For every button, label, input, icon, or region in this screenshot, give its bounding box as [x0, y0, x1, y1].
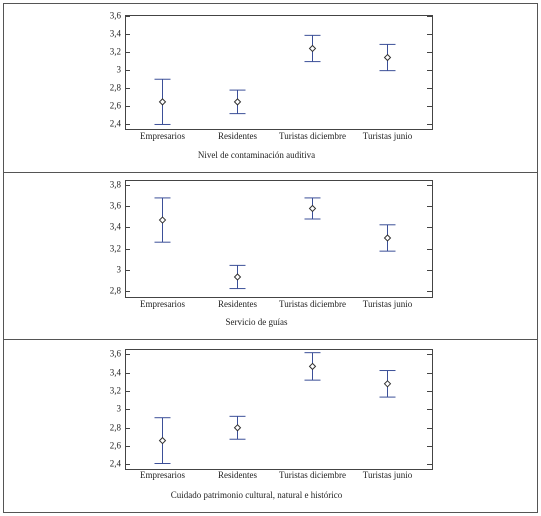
y-tick-label: 2,6: [110, 441, 122, 451]
x-axis-label: Nivel de contaminación auditiva: [198, 150, 315, 160]
mean-marker: [233, 273, 242, 281]
mean-marker: [158, 216, 167, 224]
y-tick-label: 3,4: [110, 368, 122, 378]
x-tick-label: Residentes: [218, 470, 257, 480]
y-tick-label: 2,4: [110, 459, 122, 469]
frame: [3, 3, 538, 513]
y-tick-label: 3: [117, 265, 122, 275]
y-tick-label: 3,2: [110, 386, 121, 396]
y-tick-label: 3,8: [110, 180, 122, 190]
x-axis-label: Cuidado patrimonio cultural, natural e h…: [171, 490, 343, 500]
y-tick-label: 3,6: [110, 349, 122, 359]
mean-marker: [308, 44, 317, 53]
y-tick-label: 3: [117, 65, 122, 75]
x-tick-label: Turistas diciembre: [279, 299, 346, 309]
y-tick-label: 3,2: [110, 47, 121, 57]
x-tick-label: Turistas junio: [363, 470, 413, 480]
x-tick-label: Turistas diciembre: [279, 131, 346, 141]
mean-marker: [233, 424, 242, 432]
y-tick-label: 3,4: [110, 222, 122, 232]
plot-area: [125, 15, 433, 130]
mean-marker: [308, 204, 317, 213]
plot-area: [125, 180, 433, 298]
mean-marker: [158, 98, 167, 106]
y-tick-label: 2,8: [110, 423, 122, 433]
mean-marker: [233, 98, 242, 106]
x-tick-label: Empresarios: [140, 299, 185, 309]
mean-marker: [383, 380, 392, 388]
mean-marker: [383, 53, 392, 62]
y-tick-label: 3,4: [110, 29, 122, 39]
y-tick-label: 2,8: [110, 286, 122, 296]
mean-marker: [158, 436, 167, 445]
plot-area: [125, 349, 433, 470]
mean-marker: [308, 362, 317, 371]
x-tick-label: Empresarios: [140, 470, 185, 480]
y-tick-label: 2,4: [110, 119, 122, 129]
x-tick-label: Turistas diciembre: [279, 470, 346, 480]
x-axis-label: Servicio de guías: [226, 317, 288, 327]
x-tick-label: Residentes: [218, 131, 257, 141]
y-tick-label: 3,2: [110, 244, 121, 254]
y-tick-label: 2,8: [110, 83, 122, 93]
y-tick-label: 3,6: [110, 11, 122, 21]
x-tick-label: Empresarios: [140, 131, 185, 141]
x-tick-label: Residentes: [218, 299, 257, 309]
x-tick-label: Turistas junio: [363, 299, 413, 309]
mean-marker: [383, 234, 392, 242]
y-tick-label: 2,6: [110, 101, 122, 111]
x-tick-label: Turistas junio: [363, 131, 413, 141]
y-tick-label: 3: [117, 404, 122, 414]
y-tick-label: 3,6: [110, 201, 122, 211]
